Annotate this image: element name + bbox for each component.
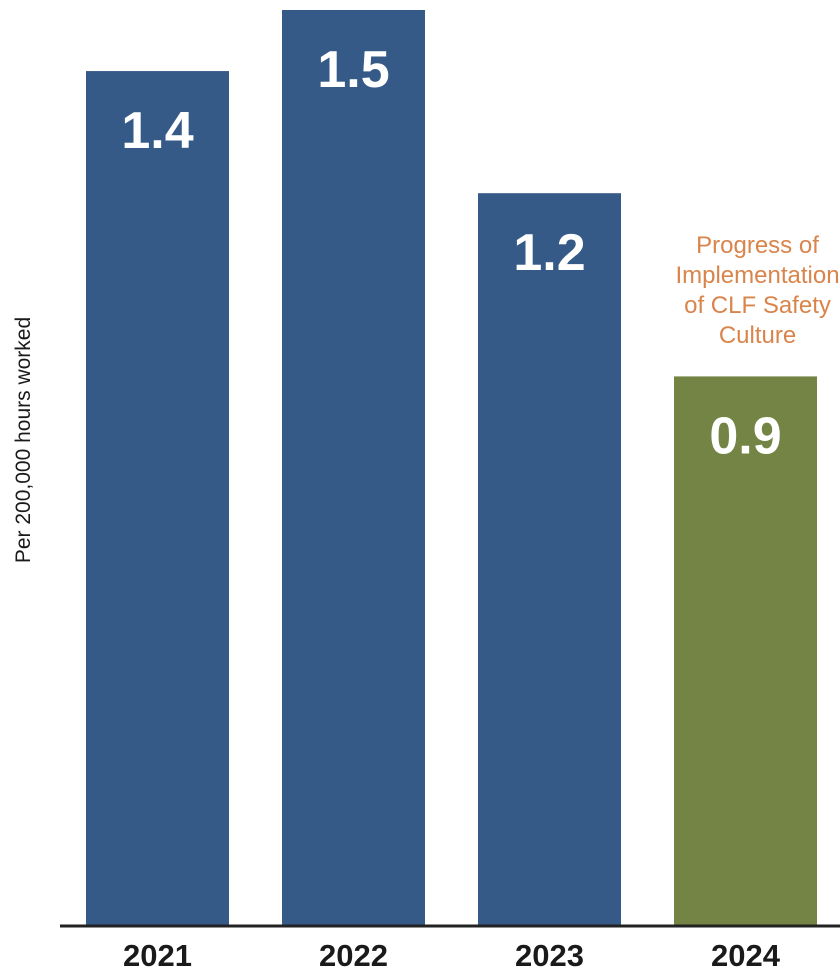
x-tick-label-2024: 2024 <box>711 938 781 972</box>
annotation-line: of CLF Safety <box>684 292 831 319</box>
bar-2021 <box>86 71 229 927</box>
value-label-2022: 1.5 <box>317 41 389 99</box>
annotation-text: Progress of Implementation of CLF Safety Cu… <box>675 232 839 349</box>
value-label-2023: 1.2 <box>513 224 585 282</box>
annotation-line: Progress of <box>696 232 819 259</box>
annotation-line: Implementation <box>675 262 839 289</box>
value-label-2021: 1.4 <box>121 102 193 160</box>
bar-2024 <box>674 376 817 926</box>
bar-2022 <box>282 10 425 926</box>
x-tick-label-2022: 2022 <box>319 938 388 972</box>
x-tick-labels: 2021 2022 2023 2024 <box>123 938 781 973</box>
annotation-line: Culture <box>719 322 796 349</box>
x-tick-label-2023: 2023 <box>515 938 584 972</box>
y-axis-label: Per 200,000 hours worked <box>12 317 35 563</box>
value-labels: 1.4 1.5 1.2 0.9 <box>121 41 781 465</box>
x-tick-label-2021: 2021 <box>123 938 192 972</box>
bar-2023 <box>478 193 621 926</box>
value-label-2024: 0.9 <box>709 407 781 465</box>
bars <box>86 10 817 927</box>
